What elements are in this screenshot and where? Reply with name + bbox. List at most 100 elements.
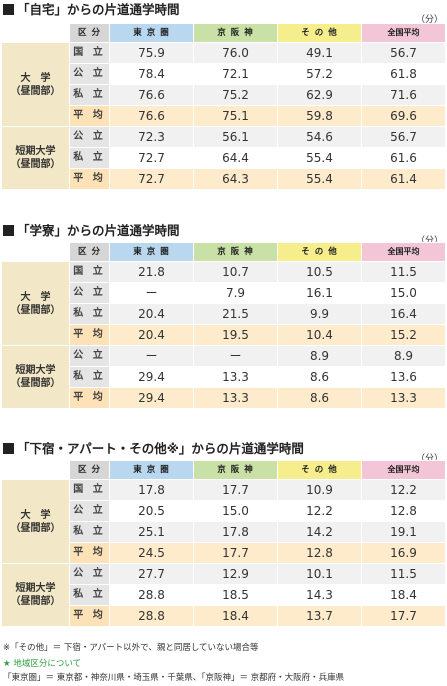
value-cell: 76.6 (109, 84, 194, 106)
value-cell: 76.0 (193, 42, 278, 64)
value-cell: 71.6 (361, 84, 446, 106)
row-label: 公 立 (69, 63, 110, 85)
row-label: 公 立 (69, 563, 110, 585)
header-national: 全国平均 (361, 242, 446, 262)
header-blank (1, 23, 70, 43)
row-label: 平 均 (69, 387, 110, 409)
table-row: 公 立ー 7.9 16.1 15.0 (2, 282, 446, 304)
value-cell: 17.7 (193, 542, 278, 564)
value-cell: 13.3 (193, 387, 278, 409)
row-label: 私 立 (69, 521, 110, 543)
value-cell: 11.5 (361, 261, 446, 283)
value-cell: 12.2 (361, 479, 446, 501)
table-row: 私 立 29.4 13.3 8.6 13.6 (2, 366, 446, 388)
value-cell: 27.7 (109, 563, 194, 585)
value-cell: 56.7 (361, 126, 446, 148)
value-cell: 12.2 (277, 500, 362, 522)
value-cell: 72.7 (109, 147, 194, 169)
value-cell: 17.7 (193, 479, 278, 501)
value-cell: 14.2 (277, 521, 362, 543)
value-cell: 61.8 (361, 63, 446, 85)
row-label: 私 立 (69, 366, 110, 388)
header-tokyo: 東 京 圏 (109, 460, 194, 480)
value-cell: 15.2 (361, 324, 446, 346)
value-cell: 75.2 (193, 84, 278, 106)
row-label: 平 均 (69, 168, 110, 190)
value-cell: 12.8 (361, 500, 446, 522)
table-header-row: 区 分東 京 圏京 阪 神そ の 他全国平均 (1, 242, 446, 262)
value-cell: 76.6 (109, 105, 194, 127)
row-label: 平 均 (69, 605, 110, 627)
value-cell: 13.3 (193, 366, 278, 388)
header-national: 全国平均 (361, 460, 446, 480)
commute-table: 区 分東 京 圏京 阪 神そ の 他全国平均大 学 （昼間部）国 立 17.8 17… (1, 460, 446, 627)
table-row: 大 学 （昼間部）国 立 17.8 17.7 10.9 12.2 (1, 479, 446, 564)
header-keihanshin: 京 阪 神 (193, 23, 278, 43)
table-header-row: 区 分東 京 圏京 阪 神そ の 他全国平均 (1, 460, 446, 480)
value-cell: 62.9 (277, 84, 362, 106)
table-row: 平 均 29.4 13.3 8.6 13.3 (2, 387, 446, 409)
table-header-row: 区 分東 京 圏京 阪 神そ の 他全国平均 (1, 23, 446, 43)
value-cell: 15.0 (361, 282, 446, 304)
value-cell: 12.8 (277, 542, 362, 564)
table-row: 平 均 76.6 75.1 59.8 69.6 (2, 105, 446, 127)
value-cell: 16.9 (361, 542, 446, 564)
row-label: 平 均 (69, 324, 110, 346)
value-cell: 19.1 (361, 521, 446, 543)
table-row: 平 均 20.4 19.5 10.4 15.2 (2, 324, 446, 346)
value-cell: 16.1 (277, 282, 362, 304)
square-bullet-icon (3, 225, 14, 236)
table-row: 公 立 20.5 15.0 12.2 12.8 (2, 500, 446, 522)
value-cell: 18.4 (361, 584, 446, 606)
value-cell: 57.2 (277, 63, 362, 85)
value-cell: 8.6 (277, 366, 362, 388)
value-cell: 10.7 (193, 261, 278, 283)
header-kubun: 区 分 (69, 242, 110, 262)
header-other: そ の 他 (277, 460, 362, 480)
footnote-other: ※「その他」＝ 下宿・アパート以外で、親と同居していない場合等 (3, 643, 259, 653)
value-cell: 18.5 (193, 584, 278, 606)
value-cell: 75.9 (109, 42, 194, 64)
row-label: 私 立 (69, 584, 110, 606)
table-row: 公 立 78.4 72.1 57.2 61.8 (2, 63, 446, 85)
value-cell: 56.1 (193, 126, 278, 148)
square-bullet-icon (3, 443, 14, 454)
unit-label: （分） (415, 15, 443, 25)
unit-label: （分） (415, 454, 443, 464)
value-cell: ー (109, 282, 194, 304)
row-label: 公 立 (69, 126, 110, 148)
region-heading-label: 地域区分について (13, 659, 82, 669)
value-cell: 17.8 (109, 479, 194, 501)
row-label: 公 立 (69, 500, 110, 522)
table-row: 短期大学 （昼間部）公 立ーー 8.9 8.9 (1, 345, 446, 409)
row-label: 平 均 (69, 105, 110, 127)
value-cell: 13.3 (361, 387, 446, 409)
value-cell: 28.8 (109, 584, 194, 606)
table-row: 私 立 72.7 64.4 55.4 61.6 (2, 147, 446, 169)
section-title: 「学寮」からの片道通学時間 (3, 222, 180, 240)
commute-table: 区 分東 京 圏京 阪 神そ の 他全国平均大 学 （昼間部）国 立 75.9 76… (1, 23, 446, 190)
section-title: 「下宿・アパート・その他※」からの片道通学時間 (3, 440, 304, 458)
value-cell: 21.8 (109, 261, 194, 283)
group-label: 短期大学 （昼間部） (1, 563, 70, 627)
value-cell: 64.3 (193, 168, 278, 190)
value-cell: 72.3 (109, 126, 194, 148)
table-row: 大 学 （昼間部）国 立 21.8 10.7 10.5 11.5 (1, 261, 446, 346)
square-bullet-icon (3, 4, 14, 15)
header-keihanshin: 京 阪 神 (193, 460, 278, 480)
header-keihanshin: 京 阪 神 (193, 242, 278, 262)
value-cell: 59.8 (277, 105, 362, 127)
value-cell: 12.9 (193, 563, 278, 585)
value-cell: 17.7 (361, 605, 446, 627)
value-cell: 16.4 (361, 303, 446, 325)
value-cell: 55.4 (277, 168, 362, 190)
value-cell: ー (109, 345, 194, 367)
header-tokyo: 東 京 圏 (109, 242, 194, 262)
value-cell: 28.8 (109, 605, 194, 627)
value-cell: 24.5 (109, 542, 194, 564)
value-cell: 29.4 (109, 366, 194, 388)
header-kubun: 区 分 (69, 460, 110, 480)
value-cell: ー (193, 345, 278, 367)
table-row: 私 立 76.6 75.2 62.9 71.6 (2, 84, 446, 106)
value-cell: 8.9 (277, 345, 362, 367)
